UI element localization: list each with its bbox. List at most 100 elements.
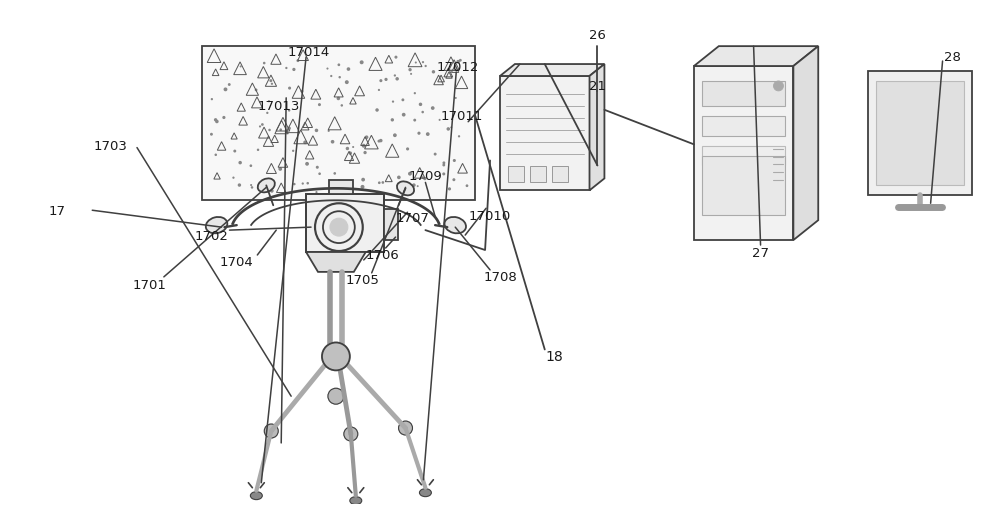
- Circle shape: [268, 101, 270, 103]
- Bar: [694, 67, 793, 240]
- Circle shape: [421, 112, 424, 114]
- Circle shape: [338, 77, 341, 79]
- Circle shape: [331, 141, 334, 144]
- Circle shape: [347, 68, 350, 72]
- Circle shape: [271, 83, 273, 86]
- Circle shape: [426, 133, 430, 137]
- Circle shape: [303, 141, 307, 145]
- Circle shape: [330, 76, 332, 78]
- Ellipse shape: [444, 218, 466, 234]
- Circle shape: [315, 129, 318, 133]
- Circle shape: [412, 184, 416, 187]
- Circle shape: [214, 119, 217, 122]
- Circle shape: [361, 185, 364, 189]
- Bar: [530, 167, 546, 183]
- Circle shape: [238, 184, 241, 187]
- Circle shape: [406, 148, 409, 151]
- Text: 17013: 17013: [258, 100, 300, 113]
- Circle shape: [279, 129, 282, 132]
- Ellipse shape: [350, 496, 362, 504]
- Ellipse shape: [250, 492, 262, 499]
- Circle shape: [395, 78, 399, 81]
- Circle shape: [459, 60, 462, 63]
- Text: 1705: 1705: [346, 274, 380, 287]
- Circle shape: [215, 121, 219, 124]
- Circle shape: [362, 144, 366, 148]
- Bar: [702, 82, 785, 107]
- Circle shape: [391, 119, 394, 122]
- Circle shape: [233, 150, 236, 153]
- Circle shape: [257, 149, 259, 152]
- Circle shape: [288, 110, 290, 113]
- Circle shape: [259, 126, 261, 128]
- Circle shape: [333, 173, 336, 175]
- Text: 18: 18: [546, 350, 564, 364]
- Bar: [329, 181, 353, 195]
- Circle shape: [328, 130, 330, 133]
- Circle shape: [349, 152, 352, 156]
- Circle shape: [266, 113, 268, 115]
- Text: 17012: 17012: [437, 61, 479, 73]
- Bar: [552, 167, 568, 183]
- Circle shape: [300, 90, 303, 93]
- Circle shape: [456, 61, 460, 65]
- Circle shape: [261, 124, 264, 127]
- Circle shape: [397, 176, 401, 180]
- Polygon shape: [694, 47, 818, 67]
- Text: 17010: 17010: [469, 209, 511, 222]
- Text: 17011: 17011: [441, 110, 483, 123]
- Bar: [876, 82, 964, 186]
- Circle shape: [292, 69, 296, 72]
- Circle shape: [344, 427, 358, 441]
- Circle shape: [337, 182, 340, 184]
- Circle shape: [288, 87, 291, 90]
- Circle shape: [250, 185, 252, 187]
- Text: 1702: 1702: [195, 229, 229, 242]
- Circle shape: [442, 173, 445, 176]
- Bar: [702, 146, 785, 166]
- Polygon shape: [306, 252, 366, 272]
- Circle shape: [296, 60, 299, 63]
- Circle shape: [422, 177, 424, 180]
- Circle shape: [363, 152, 367, 155]
- Circle shape: [222, 117, 225, 120]
- Circle shape: [344, 185, 348, 189]
- Polygon shape: [500, 65, 604, 77]
- Circle shape: [414, 93, 416, 95]
- Circle shape: [318, 104, 321, 107]
- Circle shape: [425, 66, 427, 68]
- Circle shape: [379, 139, 383, 143]
- Circle shape: [285, 68, 288, 70]
- Circle shape: [360, 61, 364, 65]
- Circle shape: [211, 99, 213, 101]
- Polygon shape: [793, 47, 818, 240]
- Circle shape: [431, 107, 435, 111]
- Text: 17: 17: [49, 205, 66, 217]
- Circle shape: [379, 80, 382, 83]
- Circle shape: [378, 90, 380, 92]
- Circle shape: [250, 165, 252, 168]
- Polygon shape: [590, 65, 604, 191]
- Circle shape: [361, 178, 365, 182]
- Circle shape: [375, 109, 379, 113]
- Text: 1703: 1703: [93, 140, 127, 153]
- Circle shape: [408, 69, 412, 72]
- Bar: [306, 195, 384, 252]
- Ellipse shape: [397, 182, 414, 196]
- Bar: [702, 156, 785, 216]
- Circle shape: [417, 132, 421, 135]
- Circle shape: [392, 101, 394, 104]
- Bar: [500, 77, 590, 191]
- Circle shape: [316, 167, 319, 170]
- Ellipse shape: [258, 179, 275, 193]
- Circle shape: [466, 185, 468, 188]
- Circle shape: [413, 119, 416, 122]
- Circle shape: [238, 162, 242, 165]
- Circle shape: [232, 177, 235, 179]
- Text: 1706: 1706: [366, 249, 400, 262]
- Circle shape: [292, 150, 294, 153]
- Text: 28: 28: [944, 50, 961, 64]
- Circle shape: [417, 186, 419, 188]
- Circle shape: [384, 79, 388, 82]
- Circle shape: [442, 164, 445, 167]
